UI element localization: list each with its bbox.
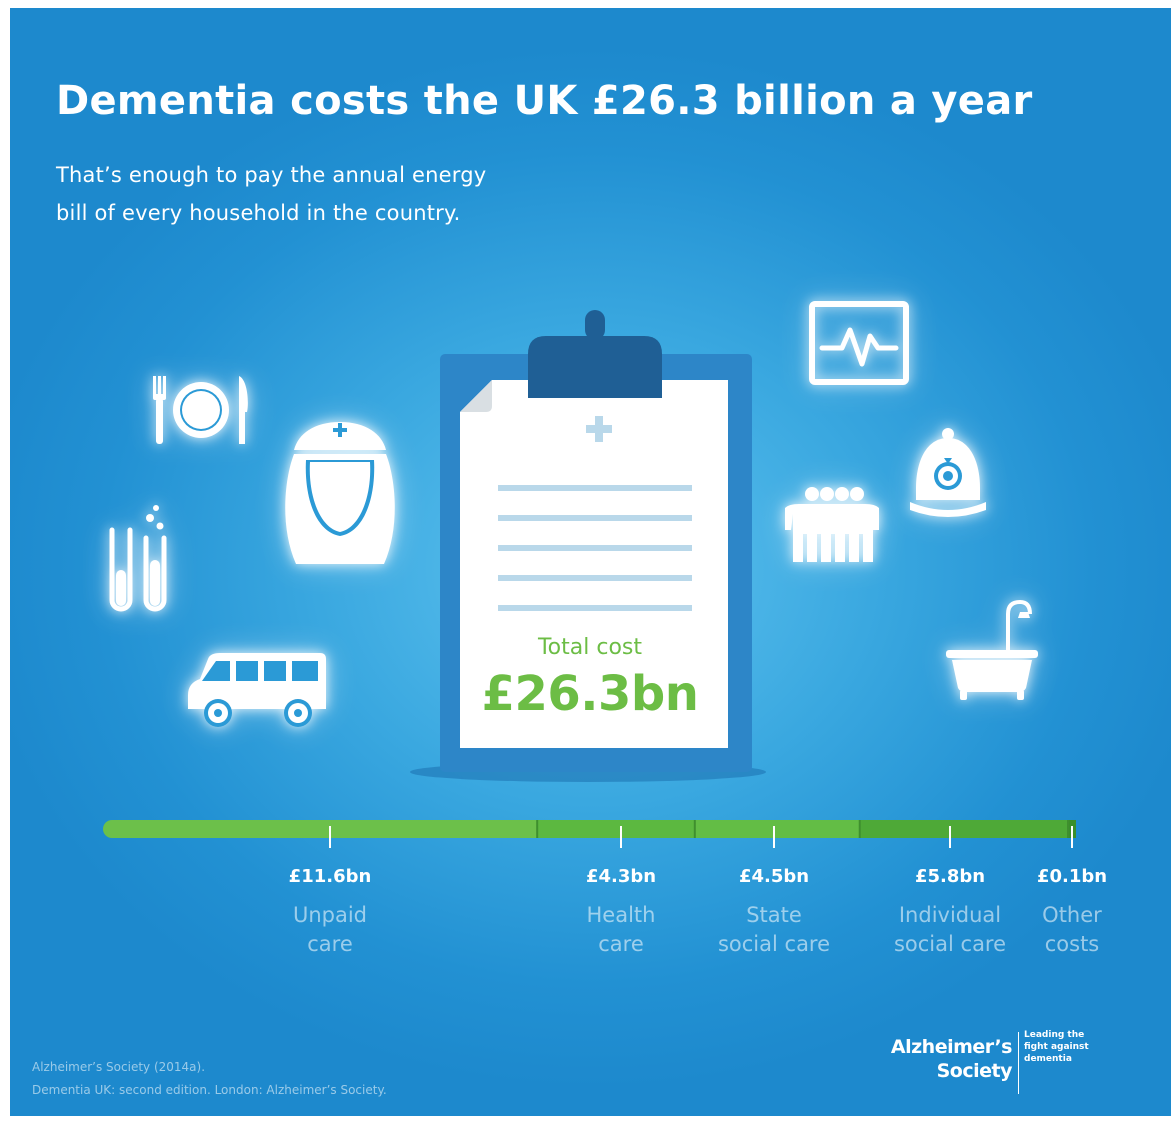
- minibus-icon: [186, 651, 328, 729]
- total-cost-label: Total cost: [537, 635, 643, 660]
- bar-segment: [112, 820, 538, 838]
- bar-tick: [949, 826, 951, 848]
- cost-amount: £4.3bn: [585, 866, 657, 887]
- logo-name-line-1: Alzheimer’s: [890, 1036, 1013, 1058]
- subtitle-line-2: bill of every household in the country.: [56, 201, 461, 225]
- total-cost-value: £26.3bn: [481, 666, 699, 722]
- logo-tagline-line-1: Leading the: [1024, 1030, 1085, 1040]
- cost-category-label-line-1: Individual: [898, 903, 1002, 927]
- bar-divider: [858, 820, 861, 838]
- nurse-icon: [280, 420, 400, 568]
- page-title: Dementia costs the UK £26.3 billion a ye…: [56, 78, 1033, 124]
- cost-category-label-line-1: State: [746, 903, 802, 927]
- cost-category-label: Unpaid care: [240, 901, 420, 959]
- cost-breakdown-bar: [103, 820, 1076, 848]
- test-tubes-icon: [106, 504, 172, 612]
- cost-category-label: State social care: [684, 901, 864, 959]
- source-citation-line-2: Dementia UK: second edition. London: Alz…: [32, 1083, 387, 1097]
- bar-tick: [773, 826, 775, 848]
- heart-monitor-icon: [808, 300, 910, 386]
- bar-divider: [693, 820, 696, 838]
- cost-category-label-line-2: care: [598, 932, 644, 956]
- bar-divider: [1067, 820, 1069, 838]
- bar-tick: [1071, 826, 1073, 848]
- cutlery-plate-icon: [153, 376, 253, 444]
- bar-segment: [859, 820, 1068, 838]
- cost-amount: £11.6bn: [288, 866, 372, 887]
- subtitle-line-1: That’s enough to pay the annual energy: [56, 163, 487, 187]
- police-helmet-icon: [908, 426, 988, 522]
- bar-divider: [536, 820, 539, 838]
- cost-amount: £4.5bn: [738, 866, 810, 887]
- alzheimers-society-logo: Alzheimer’s Society Leading the fight ag…: [891, 1026, 1164, 1098]
- bar-segment: [694, 820, 860, 838]
- bar-tick: [329, 826, 331, 848]
- cost-category-label-line-2: social care: [717, 932, 831, 956]
- cost-category-label-line-2: care: [307, 932, 353, 956]
- infographic-poster: Dementia costs the UK £26.3 billion a ye…: [10, 8, 1171, 1116]
- cost-amount: £0.1bn: [1036, 866, 1108, 887]
- bar-tick: [620, 826, 622, 848]
- source-citation-line-1: Alzheimer’s Society (2014a).: [32, 1060, 206, 1074]
- logo-name-line-2: Society: [936, 1060, 1013, 1082]
- cost-category-label: Health care: [531, 901, 711, 959]
- cost-category-label: Individual social care: [860, 901, 1040, 959]
- logo-tagline-line-3: dementia: [1024, 1054, 1072, 1064]
- cost-amount: £5.8bn: [914, 866, 986, 887]
- cost-category-label: Other costs: [982, 901, 1162, 959]
- logo-divider: [1018, 1032, 1019, 1094]
- cost-category-label-line-1: Unpaid: [292, 903, 368, 927]
- logo-tagline-line-2: fight against: [1024, 1042, 1089, 1052]
- cost-category-label-line-2: costs: [1044, 932, 1100, 956]
- cost-category-label-line-2: social care: [893, 932, 1007, 956]
- clipboard-icon: Total cost £26.3bn: [410, 308, 770, 788]
- group-of-people-icon: [779, 484, 883, 564]
- cost-category-label-line-1: Other: [1042, 903, 1102, 927]
- cost-category-label-line-1: Health: [586, 903, 656, 927]
- bar-segment: [537, 820, 695, 838]
- bathtub-icon: [944, 596, 1040, 700]
